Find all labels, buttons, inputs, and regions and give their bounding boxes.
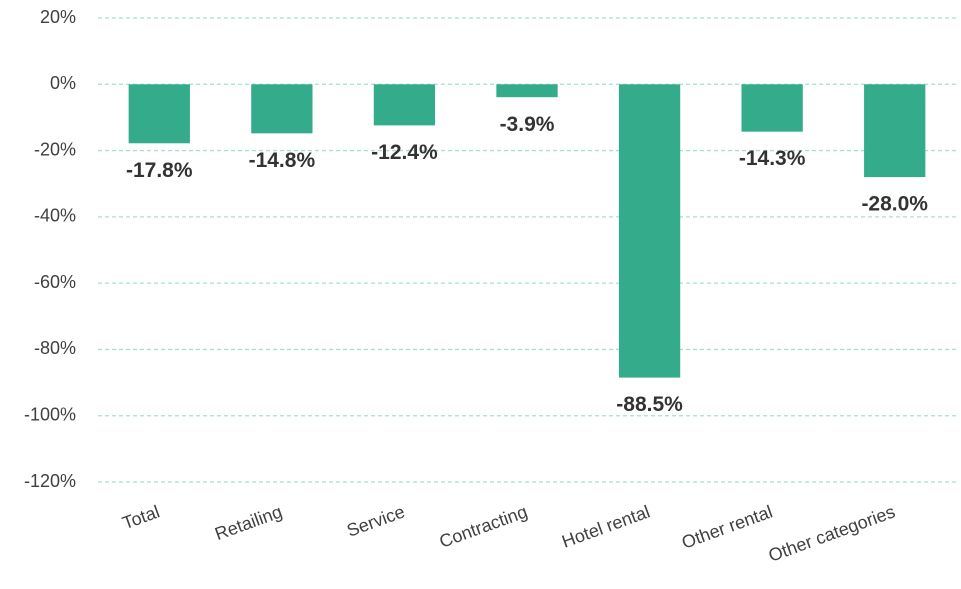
y-tick-label: -20%	[34, 139, 76, 159]
bar	[373, 84, 436, 126]
value-label: -3.9%	[500, 113, 555, 136]
x-tick-label: Contracting	[437, 501, 530, 551]
x-tick-label: Other categories	[766, 501, 898, 565]
x-tick-label: Other rental	[679, 501, 775, 552]
y-tick-label: -100%	[24, 404, 76, 424]
value-label: -14.8%	[249, 149, 316, 172]
y-tick-label: -60%	[34, 272, 76, 292]
x-tick-label: Service	[344, 501, 407, 540]
y-tick-label: -80%	[34, 338, 76, 358]
value-label: -14.3%	[739, 147, 806, 170]
value-label: -28.0%	[861, 193, 928, 216]
bar	[251, 84, 313, 134]
y-tick-label: -40%	[34, 206, 76, 226]
bar	[864, 84, 926, 178]
x-tick-label: Total	[120, 501, 163, 533]
value-label: -88.5%	[616, 393, 683, 416]
value-label: -17.8%	[126, 159, 193, 182]
x-tick-label: Hotel rental	[559, 501, 652, 551]
y-tick-label: 20%	[40, 7, 76, 27]
bar	[496, 84, 558, 98]
bar	[618, 84, 681, 378]
y-tick-label: -120%	[24, 471, 76, 491]
value-label: -12.4%	[371, 141, 438, 164]
x-tick-label: Retailing	[212, 501, 285, 544]
bar	[128, 84, 190, 144]
y-tick-label: 0%	[50, 73, 76, 93]
bar	[741, 84, 803, 132]
